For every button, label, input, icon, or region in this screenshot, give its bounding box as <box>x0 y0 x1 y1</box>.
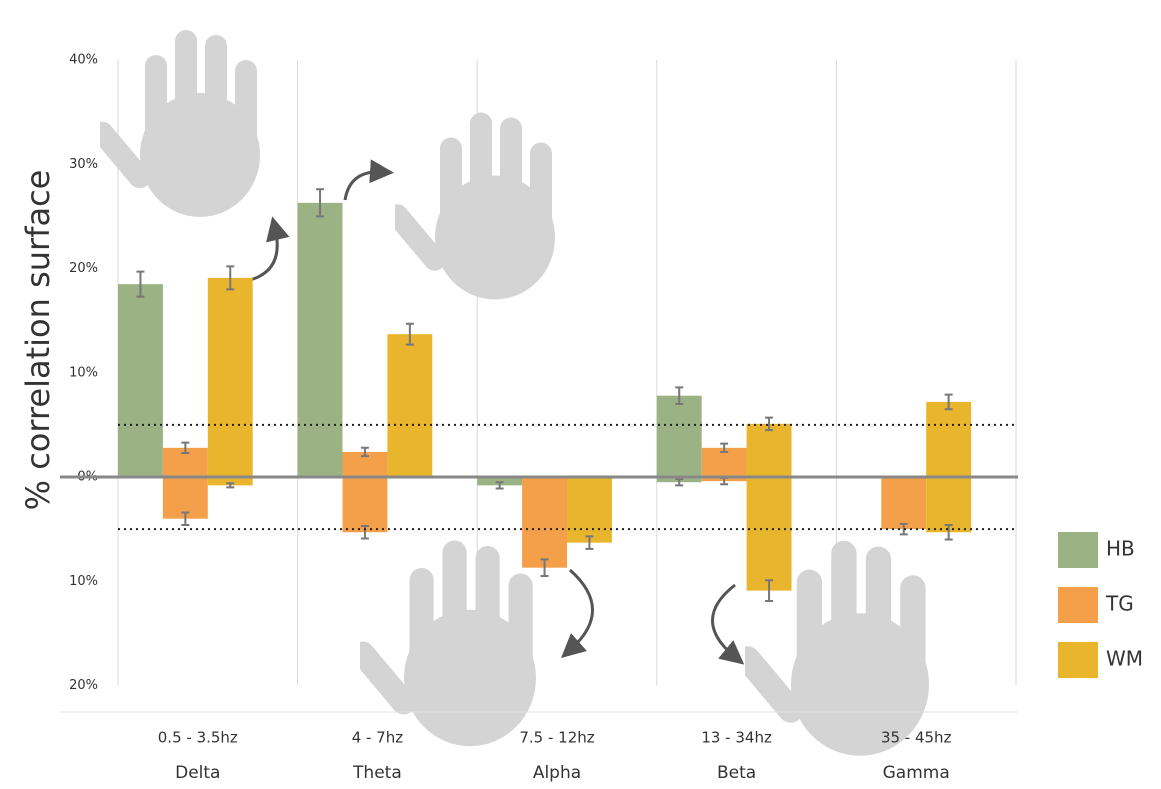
bar <box>522 477 567 568</box>
y-tick-label: 10% <box>69 365 98 380</box>
x-tick-label: Theta <box>352 763 402 783</box>
error-bar <box>675 478 684 487</box>
range-label: 7.5 - 12hz <box>519 729 594 747</box>
error-bar <box>360 446 369 458</box>
error-bar <box>675 386 684 406</box>
range-label: 13 - 34hz <box>701 729 772 747</box>
legend-swatch <box>1058 587 1098 623</box>
x-tick-label: Gamma <box>883 763 950 783</box>
bar <box>207 277 253 477</box>
bar <box>746 423 792 477</box>
bar <box>297 202 343 477</box>
legend-label: WM <box>1106 647 1143 671</box>
error-bar <box>944 523 953 541</box>
bar <box>342 477 388 533</box>
bar <box>118 284 163 477</box>
error-bar <box>405 322 414 346</box>
error-bar <box>765 579 774 603</box>
legend-swatch <box>1058 642 1098 678</box>
y-tick-label: 10% <box>69 574 98 589</box>
x-tick-label: Beta <box>717 763 756 783</box>
error-bar <box>360 524 369 540</box>
legend-label: TG <box>1105 592 1134 616</box>
bar <box>207 477 253 486</box>
error-bar <box>181 441 190 455</box>
bar <box>387 334 433 477</box>
error-bar <box>181 511 190 526</box>
hand-illustrations <box>100 30 929 756</box>
legend-label: HB <box>1106 537 1135 561</box>
bar <box>881 477 927 530</box>
range-label: 4 - 7hz <box>352 729 404 747</box>
legend-swatch <box>1058 532 1098 568</box>
x-tick-label: Delta <box>175 763 220 783</box>
bar <box>656 395 702 477</box>
error-bar <box>226 482 235 489</box>
error-bar <box>765 416 774 432</box>
error-bar <box>899 522 908 536</box>
y-tick-label: 30% <box>69 157 98 172</box>
y-tick-label: 40% <box>69 53 98 68</box>
bar <box>926 477 972 533</box>
error-bar <box>136 270 145 298</box>
y-tick-label: 20% <box>69 678 98 693</box>
error-bar <box>720 442 729 453</box>
bar <box>477 477 523 486</box>
error-bar <box>495 481 504 490</box>
range-label: 35 - 45hz <box>881 729 952 747</box>
x-tick-label: Alpha <box>533 763 581 783</box>
error-bar <box>585 535 594 550</box>
error-bar <box>540 558 549 578</box>
bar <box>567 477 612 543</box>
bar <box>926 401 972 477</box>
error-bar <box>316 188 325 218</box>
range-label: 0.5 - 3.5hz <box>158 729 238 747</box>
y-tick-label: 20% <box>69 261 98 276</box>
error-bar <box>944 393 953 411</box>
error-bar <box>226 265 235 291</box>
y-axis-title: % correlation surface <box>19 170 57 511</box>
bar <box>746 477 792 591</box>
